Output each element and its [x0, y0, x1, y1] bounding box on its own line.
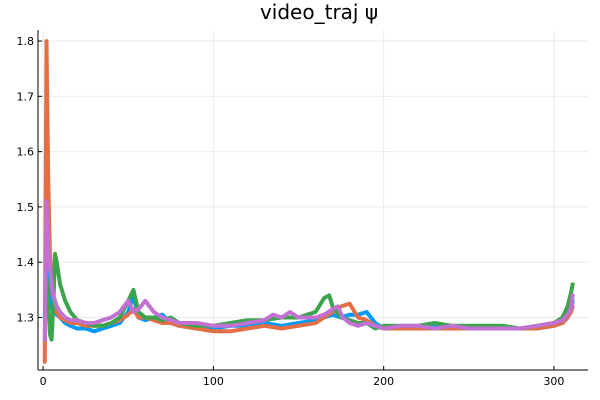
y-tick-label: 1.3 [17, 311, 35, 324]
y-tick-label: 1.6 [17, 146, 35, 159]
x-tick-label: 300 [543, 375, 564, 388]
x-tick-label: 100 [203, 375, 224, 388]
y-tick-label: 1.4 [17, 256, 35, 269]
x-tick-label: 0 [40, 375, 47, 388]
series-lines [42, 39, 575, 364]
series-line-4 [42, 199, 575, 342]
series-line-3 [42, 251, 575, 342]
series-line-1 [42, 254, 575, 334]
y-tick-label: 1.7 [17, 90, 35, 103]
x-tick-label: 200 [373, 375, 394, 388]
y-tick-label: 1.5 [17, 201, 35, 214]
y-tick-label: 1.8 [17, 35, 35, 48]
chart-title: video_traj ψ [260, 0, 378, 24]
axes: 0 100 200 300 1.3 1.4 1.5 1.6 1.7 1.8 [17, 30, 588, 388]
